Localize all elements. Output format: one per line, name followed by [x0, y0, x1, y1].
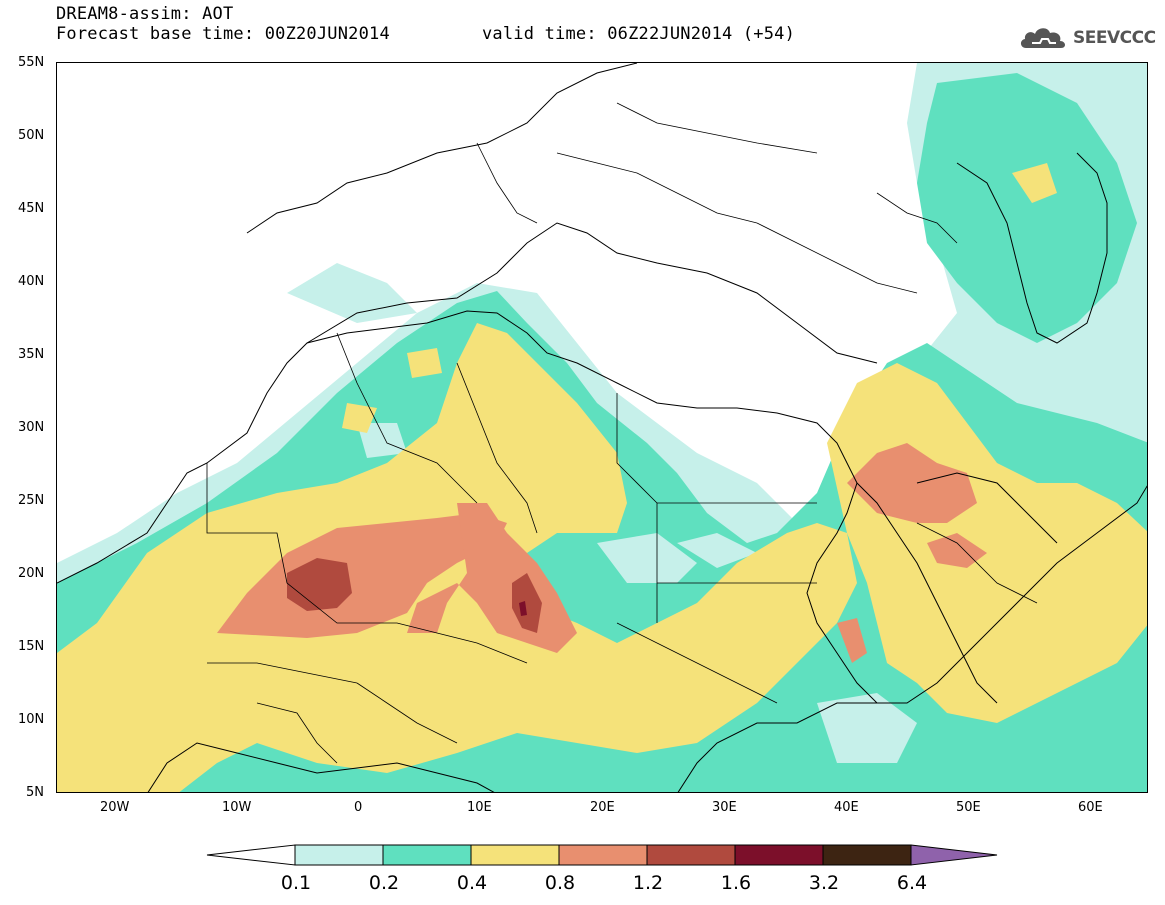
colorbar-bin-3.2 — [822, 844, 912, 866]
aot-map-svg — [57, 63, 1147, 792]
lat-label-30n: 30N — [18, 420, 45, 435]
colorbar-label-0.1: 0.1 — [280, 872, 312, 894]
lon-label-10e: 10E — [467, 800, 492, 815]
lon-label-20w: 20W — [100, 800, 130, 815]
lat-label-10n: 10N — [18, 712, 45, 727]
colorbar-bin-0.2 — [382, 844, 472, 866]
lat-label-45n: 45N — [18, 201, 45, 216]
lat-label-40n: 40N — [18, 274, 45, 289]
aot-level-1.2 — [287, 558, 542, 633]
lat-label-5n: 5N — [26, 785, 44, 800]
lon-label-20e: 20E — [590, 800, 615, 815]
aot-level-1.6 — [519, 601, 527, 616]
colorbar-label-0.2: 0.2 — [368, 872, 400, 894]
lon-label-60e: 60E — [1078, 800, 1103, 815]
country-borders — [206, 102, 1038, 764]
colorbar-label-6.4: 6.4 — [896, 872, 928, 894]
colorbar-bin-0.1 — [294, 844, 384, 866]
lon-label-10w: 10W — [222, 800, 252, 815]
logo-text: SEEVCCC — [1073, 28, 1156, 48]
lat-label-15n: 15N — [18, 639, 45, 654]
colorbar-label-1.2: 1.2 — [632, 872, 664, 894]
lat-label-50n: 50N — [18, 128, 45, 143]
colorbar-label-3.2: 3.2 — [808, 872, 840, 894]
colorbar-bin-1.6 — [734, 844, 824, 866]
seevccc-logo: SEEVCCC — [1018, 24, 1156, 52]
aot-map — [56, 62, 1148, 793]
colorbar-bin-0.4 — [470, 844, 560, 866]
lon-label-40e: 40E — [834, 800, 859, 815]
colorbar-bin-1.2 — [646, 844, 736, 866]
colorbar-over-arrow — [910, 844, 998, 866]
coastlines — [57, 63, 1147, 792]
cloud-icon — [1020, 28, 1066, 48]
chart-title: DREAM8-assim: AOT — [56, 4, 234, 24]
lon-label-0: 0 — [354, 800, 363, 815]
colorbar-label-0.4: 0.4 — [456, 872, 488, 894]
lon-label-50e: 50E — [956, 800, 981, 815]
colorbar-bin-0.8 — [558, 844, 648, 866]
colorbar — [206, 844, 998, 866]
colorbar-label-1.6: 1.6 — [720, 872, 752, 894]
lon-label-30e: 30E — [712, 800, 737, 815]
valid-time: valid time: 06Z22JUN2014 (+54) — [482, 24, 796, 44]
colorbar-under-arrow — [206, 844, 296, 866]
lat-label-35n: 35N — [18, 347, 45, 362]
lat-label-55n: 55N — [18, 55, 45, 70]
forecast-base-time: Forecast base time: 00Z20JUN2014 — [56, 24, 390, 44]
lat-label-25n: 25N — [18, 493, 45, 508]
lat-label-20n: 20N — [18, 566, 45, 581]
colorbar-label-0.8: 0.8 — [544, 872, 576, 894]
